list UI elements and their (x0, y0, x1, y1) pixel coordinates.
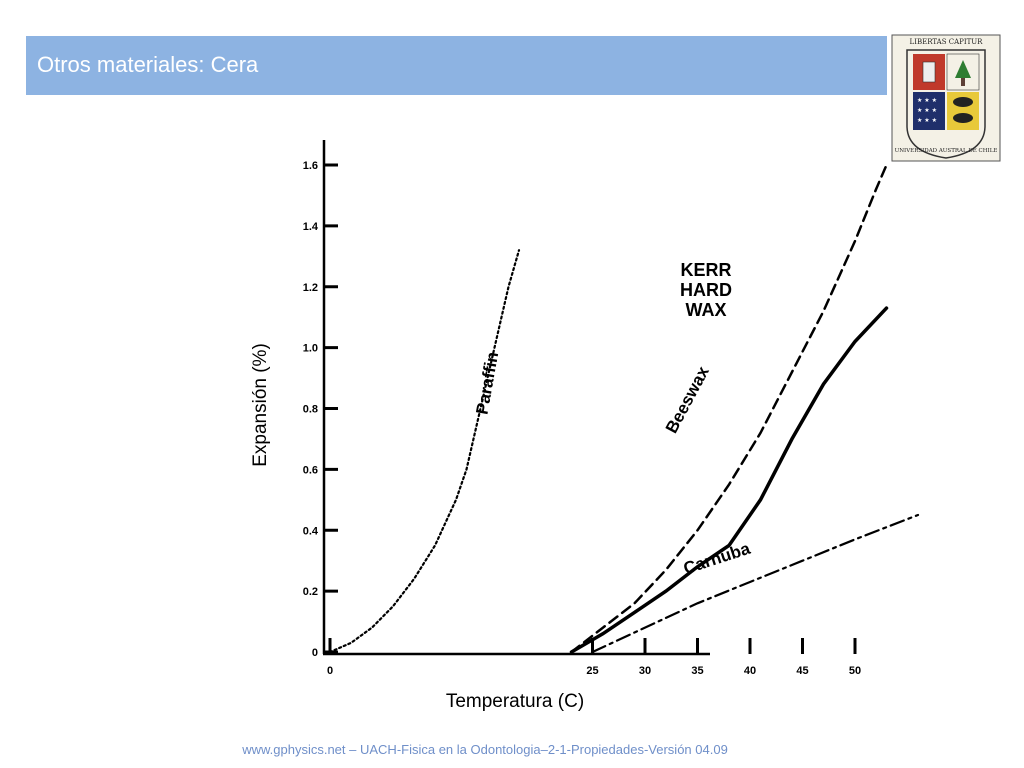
y-tick-label: 0.6 (303, 464, 318, 476)
logo-ring-text: UNIVERSIDAD AUSTRAL DE CHILE (895, 148, 998, 154)
series-line-paraffin (328, 249, 521, 654)
y-axis-label: Expansión (%) (250, 343, 271, 467)
x-tick-label: 0 (327, 665, 333, 677)
title-bar: Otros materiales: Cera (26, 36, 887, 95)
x-axis-label: Temperatura (C) (446, 691, 584, 712)
x-tick-label: 40 (744, 665, 756, 677)
annotation-kerr-hard-wax-line: HARD (680, 280, 732, 300)
series-line-kerr-hard-wax (569, 306, 889, 654)
x-tick-label: 45 (796, 665, 808, 677)
logo-motto: LIBERTAS CAPITUR (910, 38, 984, 46)
x-tick-label: 25 (586, 665, 598, 677)
annotation-kerr-hard-wax-line: KERR (680, 260, 731, 280)
annotation-beeswax: Beeswax (662, 363, 713, 437)
y-tick-label: 0 (312, 647, 318, 659)
series-line-beeswax (570, 163, 888, 654)
x-tick-label: 35 (691, 665, 703, 677)
chart-axes (322, 140, 710, 656)
y-tick-label: 0.2 (303, 586, 318, 598)
annotation-kerr-hard-wax-line: WAX (685, 300, 726, 320)
x-tick-label: 30 (639, 665, 651, 677)
y-tick-label: 1.4 (303, 221, 319, 233)
y-tick-label: 0.4 (303, 525, 319, 537)
chart-series (328, 163, 920, 654)
chart-ticks: 0 0.2 0.4 0.6 0.8 1.0 1.2 1.4 1.6 0 25 30 35 40 45 50 (303, 160, 861, 677)
y-tick-label: 1.6 (303, 160, 318, 172)
y-tick-label: 0.8 (303, 404, 318, 416)
svg-text:★ ★ ★: ★ ★ ★ (917, 107, 937, 114)
annotation-carnuba: Carnuba (681, 539, 753, 579)
footer-text: www.gphysics.net – UACH-Fisica en la Odo… (242, 742, 728, 757)
y-tick-label: 1.2 (303, 282, 318, 294)
annotation-paraffin: Paraffin (472, 350, 502, 416)
x-tick-label: 50 (849, 665, 861, 677)
svg-text:★ ★ ★: ★ ★ ★ (917, 97, 937, 104)
svg-text:★ ★ ★: ★ ★ ★ (917, 117, 937, 124)
university-crest-logo: ★ ★ ★ ★ ★ ★ ★ ★ ★ LIBERTAS CAPITUR UNIVE… (891, 34, 1001, 162)
slide-title: Otros materiales: Cera (37, 52, 259, 77)
series-line-carnuba (591, 513, 920, 654)
y-tick-label: 1.0 (303, 343, 318, 355)
